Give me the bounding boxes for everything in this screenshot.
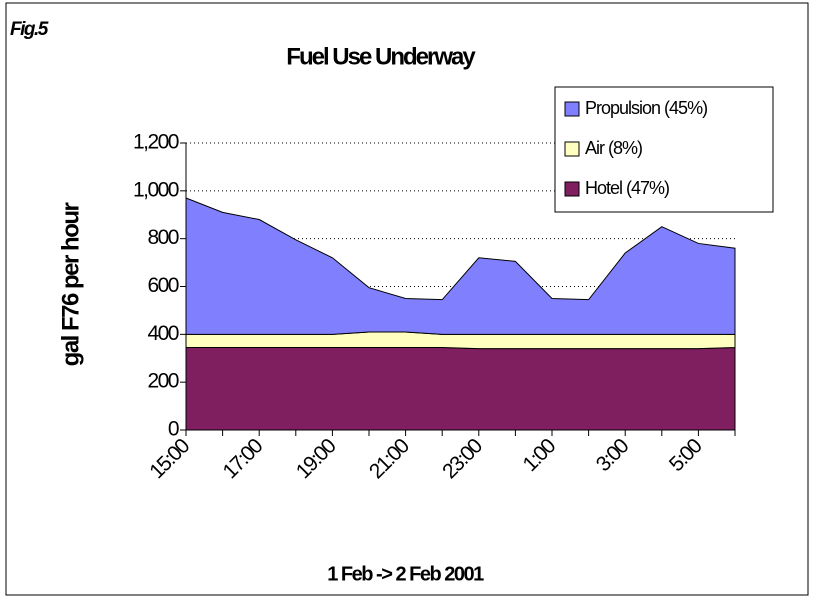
legend-swatch <box>564 101 580 117</box>
y-tick-label: 200 <box>147 370 178 393</box>
legend-box <box>554 86 774 213</box>
y-tick-label: 1,000 <box>133 178 179 201</box>
y-tick-label: 800 <box>147 226 178 249</box>
area <box>185 346 736 431</box>
legend-label: Propulsion (45%) <box>585 98 707 118</box>
x-axis-title: 1 Feb -> 2 Feb 2001 <box>327 563 484 585</box>
legend-label: Air (8%) <box>585 138 642 158</box>
y-tick-label: 400 <box>147 322 178 345</box>
y-tick-label: 0 <box>168 418 179 441</box>
y-tick-label: 1,200 <box>133 131 179 154</box>
y-tick-label: 600 <box>147 274 178 297</box>
area <box>185 197 736 335</box>
legend-label: Hotel (47%) <box>585 178 669 198</box>
figure-label: Fig.5 <box>10 19 49 40</box>
legend-swatch <box>564 141 580 157</box>
legend-swatch <box>564 181 580 197</box>
legend: Propulsion (45%) Air (8%) Hotel (47%) <box>554 86 774 213</box>
chart-title: Fuel Use Underway <box>286 43 476 70</box>
y-axis-title: gal F76 per hour <box>57 202 84 366</box>
